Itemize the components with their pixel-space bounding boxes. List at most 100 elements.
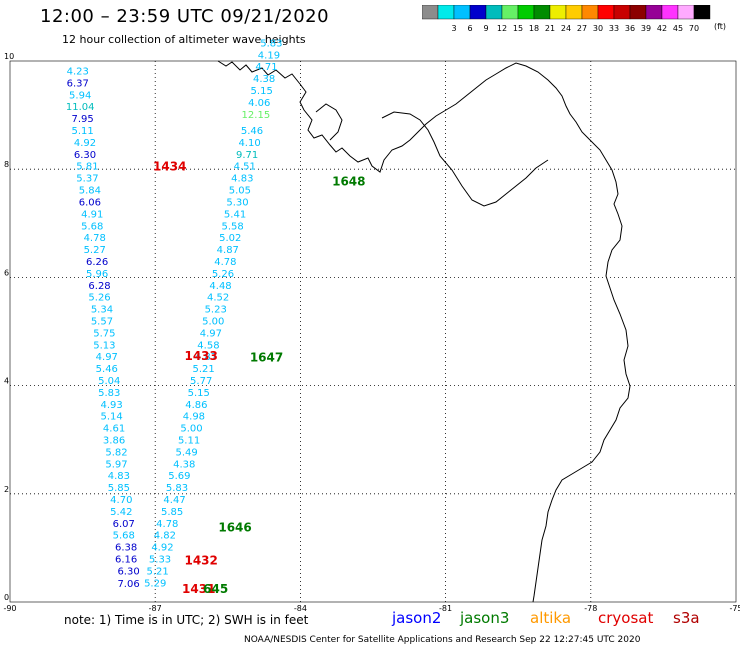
latitude-tick-label: 8 bbox=[4, 160, 9, 169]
wave-height-value: 5.83 bbox=[260, 38, 282, 49]
longitude-tick-label: -87 bbox=[149, 604, 162, 613]
latitude-tick-label: 4 bbox=[4, 377, 9, 386]
wave-height-value: 5.82 bbox=[105, 447, 127, 458]
colorbar-unit: (ft) bbox=[714, 22, 727, 31]
wave-height-value: 4.47 bbox=[163, 495, 185, 506]
latitude-tick-label: 2 bbox=[4, 485, 9, 494]
colorbar-tick: 33 bbox=[609, 24, 619, 33]
colorbar-tick: 6 bbox=[467, 24, 472, 33]
wave-height-value: 5.75 bbox=[93, 328, 115, 339]
wave-height-value: 4.38 bbox=[173, 459, 195, 470]
legend-cryosat: cryosat bbox=[598, 609, 654, 627]
wave-height-value: 5.96 bbox=[86, 269, 108, 280]
wave-height-value: 5.85 bbox=[161, 507, 183, 518]
wave-height-value: 4.19 bbox=[258, 50, 280, 61]
pass-time-label: 1646 bbox=[218, 521, 251, 535]
wave-height-value: 6.30 bbox=[74, 150, 96, 161]
wave-height-value: 5.83 bbox=[98, 388, 120, 399]
colorbar-tick: 9 bbox=[483, 24, 488, 33]
wave-height-value: 5.77 bbox=[190, 376, 212, 387]
wave-height-value: 5.83 bbox=[166, 483, 188, 494]
footer-credit: NOAA/NESDIS Center for Satellite Applica… bbox=[244, 635, 641, 645]
wave-height-value: 7.95 bbox=[71, 114, 93, 125]
wave-height-value: 5.15 bbox=[188, 388, 210, 399]
wave-height-value: 4.98 bbox=[183, 412, 205, 423]
colorbar-tick: 12 bbox=[497, 24, 507, 33]
wave-height-value: 5.00 bbox=[180, 424, 202, 435]
pass-time-labels: 1434 1433 1432 1431 1648 1647 1646 645 bbox=[153, 159, 365, 596]
wave-height-value: 4.70 bbox=[110, 495, 132, 506]
wave-height-value: 4.87 bbox=[195, 352, 217, 363]
latitude-tick-label: 10 bbox=[4, 52, 14, 61]
jason3-track: 5.295.215.334.924.824.785.854.475.835.69… bbox=[144, 38, 282, 589]
wave-height-value: 5.97 bbox=[105, 459, 127, 470]
wave-height-value: 4.87 bbox=[217, 245, 239, 256]
longitude-tick-label: -78 bbox=[584, 604, 597, 613]
latitude-tick-label: 0 bbox=[4, 593, 9, 602]
wave-height-value: 4.97 bbox=[96, 352, 118, 363]
wave-height-value: 5.69 bbox=[168, 471, 190, 482]
wave-height-value: 6.06 bbox=[79, 197, 101, 208]
wave-height-value: 4.78 bbox=[214, 257, 236, 268]
wave-height-value: 4.83 bbox=[231, 174, 253, 185]
wave-height-value: 4.91 bbox=[81, 209, 103, 220]
wave-height-value: 4.38 bbox=[253, 74, 275, 85]
wave-height-value: 5.26 bbox=[212, 269, 234, 280]
wave-height-value: 5.00 bbox=[202, 316, 224, 327]
wave-height-value: 5.15 bbox=[251, 86, 273, 97]
legend-jason2: jason2 bbox=[392, 609, 442, 627]
wave-height-value: 4.61 bbox=[103, 424, 125, 435]
units-note: note: 1) Time is in UTC; 2) SWH is in fe… bbox=[64, 613, 309, 627]
wave-height-value: 6.37 bbox=[67, 78, 89, 89]
wave-height-value: 3.86 bbox=[103, 435, 125, 446]
pass-time-label: 1434 bbox=[153, 159, 186, 173]
wave-height-colorbar: 3 6 9 12 15 18 21 24 27 30 33 36 39 42 45 70 bbox=[422, 5, 711, 33]
legend-jason3: jason3 bbox=[460, 609, 510, 627]
wave-height-value: 5.30 bbox=[226, 197, 248, 208]
wave-height-value: 4.48 bbox=[209, 281, 231, 292]
gulf-of-nicoya-coast bbox=[315, 103, 549, 207]
wave-height-value: 5.68 bbox=[81, 221, 103, 232]
colorbar-tick: 70 bbox=[689, 24, 699, 33]
colorbar-tick: 3 bbox=[451, 24, 456, 33]
wave-height-value: 5.58 bbox=[222, 221, 244, 232]
wave-height-value: 5.49 bbox=[176, 447, 198, 458]
wave-height-value: 5.81 bbox=[76, 162, 98, 173]
wave-height-value: 5.14 bbox=[101, 412, 123, 423]
pass-time-label: 645 bbox=[203, 582, 228, 596]
wave-height-value: 4.06 bbox=[248, 98, 270, 109]
legend-altika: altika bbox=[530, 609, 572, 627]
colorbar-swatch bbox=[693, 5, 711, 20]
wave-height-value: 5.42 bbox=[110, 507, 132, 518]
wave-height-value: 5.46 bbox=[96, 364, 118, 375]
wave-height-value: 6.26 bbox=[86, 257, 108, 268]
wave-height-value: 5.34 bbox=[91, 305, 113, 316]
wave-height-value: 4.93 bbox=[101, 400, 123, 411]
pass-time-label: 1431 bbox=[182, 582, 215, 596]
latitude-tick-label: 6 bbox=[4, 268, 9, 277]
wave-height-value: 5.33 bbox=[149, 555, 171, 566]
wave-height-value: 4.58 bbox=[197, 340, 219, 351]
wave-height-value: 5.26 bbox=[88, 293, 110, 304]
wave-height-value: 7.06 bbox=[117, 579, 139, 590]
cryosat-track: 4.236.375.9411.047.955.114.926.305.815.3… bbox=[66, 67, 140, 590]
wave-height-value: 5.27 bbox=[84, 245, 106, 256]
colorbar-tick: 30 bbox=[593, 24, 603, 33]
wave-height-value: 5.37 bbox=[76, 174, 98, 185]
wave-height-value: 4.78 bbox=[84, 233, 106, 244]
map-subtitle: 12 hour collection of altimeter wave hei… bbox=[62, 33, 306, 46]
pass-time-label: 1648 bbox=[332, 174, 365, 188]
wave-height-value: 5.02 bbox=[219, 233, 241, 244]
wave-height-value: 4.71 bbox=[255, 62, 277, 73]
wave-height-value: 4.52 bbox=[207, 293, 229, 304]
colorbar-tick: 42 bbox=[657, 24, 667, 33]
pass-time-label: 1433 bbox=[184, 349, 217, 363]
wave-height-value: 4.51 bbox=[234, 162, 256, 173]
wave-height-value: 5.23 bbox=[205, 305, 227, 316]
longitude-tick-label: -90 bbox=[3, 604, 16, 613]
longitude-tick-label: -84 bbox=[294, 604, 307, 613]
colorbar-tick: 24 bbox=[561, 24, 571, 33]
colorbar-tick: 39 bbox=[641, 24, 651, 33]
